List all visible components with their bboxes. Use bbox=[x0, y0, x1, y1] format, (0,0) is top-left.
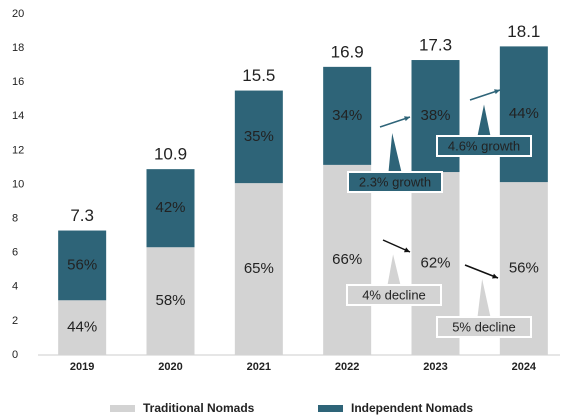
data-label: 56% bbox=[67, 256, 97, 273]
bar-segment bbox=[58, 300, 107, 355]
annotation: 4% decline bbox=[362, 287, 426, 302]
callout-box bbox=[436, 316, 532, 338]
data-label: 34% bbox=[332, 107, 362, 124]
arrow-line bbox=[464, 264, 499, 279]
total-label: 18.1 bbox=[507, 22, 540, 41]
annotation: 4.6% growth bbox=[448, 138, 520, 153]
legend-label: Independent Nomads bbox=[351, 401, 473, 415]
arrow-head bbox=[404, 247, 410, 253]
data-label: 44% bbox=[67, 319, 97, 336]
total-label: 15.5 bbox=[242, 66, 275, 85]
callout-pointer bbox=[476, 275, 492, 318]
x-tick-label: 2019 bbox=[70, 361, 94, 373]
y-tick-label: 12 bbox=[12, 144, 24, 156]
bar-segment bbox=[323, 164, 372, 355]
annotation: 5% decline bbox=[452, 319, 516, 334]
data-label: 38% bbox=[420, 107, 450, 124]
y-tick-label: 0 bbox=[12, 349, 18, 361]
data-label: 56% bbox=[509, 260, 539, 277]
y-tick-label: 20 bbox=[12, 8, 24, 20]
bar-segment bbox=[146, 169, 195, 248]
total-label: 7.3 bbox=[70, 206, 94, 225]
legend-swatch bbox=[318, 405, 343, 412]
data-label: 66% bbox=[332, 251, 362, 268]
total-label: 10.9 bbox=[154, 145, 187, 164]
arrow-head bbox=[492, 273, 498, 279]
y-tick-label: 8 bbox=[12, 213, 18, 225]
bar-segment bbox=[234, 183, 283, 355]
callout-box bbox=[346, 284, 442, 306]
total-label: 17.3 bbox=[419, 36, 452, 55]
data-label: 44% bbox=[509, 105, 539, 122]
data-label: 62% bbox=[420, 254, 450, 271]
y-tick-label: 14 bbox=[12, 110, 24, 122]
x-tick-label: 2024 bbox=[512, 361, 537, 373]
callout-pointer bbox=[386, 251, 402, 286]
y-tick-label: 4 bbox=[12, 281, 18, 293]
y-tick-label: 18 bbox=[12, 42, 24, 54]
total-label: 16.9 bbox=[331, 42, 364, 61]
data-label: 58% bbox=[155, 292, 185, 309]
y-tick-label: 2 bbox=[12, 315, 18, 327]
legend-swatch bbox=[110, 405, 135, 412]
x-tick-label: 2023 bbox=[423, 361, 447, 373]
y-tick-label: 6 bbox=[12, 247, 18, 259]
x-tick-label: 2022 bbox=[335, 361, 359, 373]
data-label: 42% bbox=[155, 199, 185, 216]
data-label: 35% bbox=[244, 128, 274, 145]
x-tick-label: 2020 bbox=[158, 361, 182, 373]
callout-box bbox=[436, 135, 532, 157]
legend-label: Traditional Nomads bbox=[143, 401, 255, 415]
bar-segment bbox=[499, 46, 548, 183]
y-tick-label: 10 bbox=[12, 178, 24, 190]
bar-segment bbox=[58, 230, 107, 301]
callout-pointer bbox=[387, 129, 403, 173]
y-tick-label: 16 bbox=[12, 76, 24, 88]
bar-segment bbox=[146, 247, 195, 355]
data-label: 65% bbox=[244, 260, 274, 277]
arrow-head bbox=[404, 116, 410, 122]
annotation: 2.3% growth bbox=[359, 174, 431, 189]
callout-box bbox=[347, 171, 443, 193]
bar-segment bbox=[323, 66, 372, 165]
x-tick-label: 2021 bbox=[247, 361, 271, 373]
bar-segment bbox=[234, 90, 283, 184]
callout-pointer bbox=[476, 101, 492, 137]
arrow-head bbox=[494, 89, 500, 95]
